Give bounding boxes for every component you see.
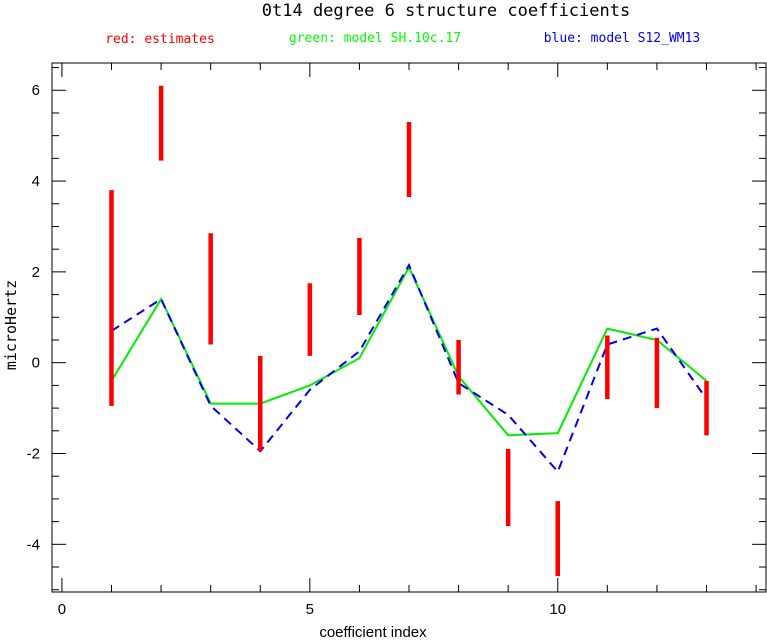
- legend-model-s12: blue: model S12_WM13: [544, 31, 701, 46]
- legend-model-sh: green: model SH.10c.17: [289, 31, 461, 46]
- x-axis-label: coefficient index: [319, 624, 427, 641]
- y-tick-label: 0: [32, 355, 40, 372]
- chart-title: 0t14 degree 6 structure coefficients: [262, 1, 630, 21]
- y-axis-label: microHertz: [2, 280, 20, 370]
- y-tick-label: 4: [32, 173, 40, 190]
- chart-marks: [109, 85, 709, 577]
- x-tick-label: 5: [306, 601, 314, 618]
- series-line-sh10c17: [110, 265, 708, 437]
- x-tick-label: 10: [549, 601, 566, 618]
- y-tick-label: 2: [32, 264, 40, 281]
- y-tick-label: -4: [27, 536, 40, 553]
- y-tick-label: 6: [32, 82, 40, 99]
- x-tick-label: 0: [58, 601, 66, 618]
- y-tick-label: -2: [27, 446, 40, 463]
- legend-estimates: red: estimates: [105, 32, 215, 47]
- series-line-s12wm13: [110, 262, 708, 474]
- axis-ticks: 0 5 10 -4 -2 0 2 4 6: [27, 63, 766, 618]
